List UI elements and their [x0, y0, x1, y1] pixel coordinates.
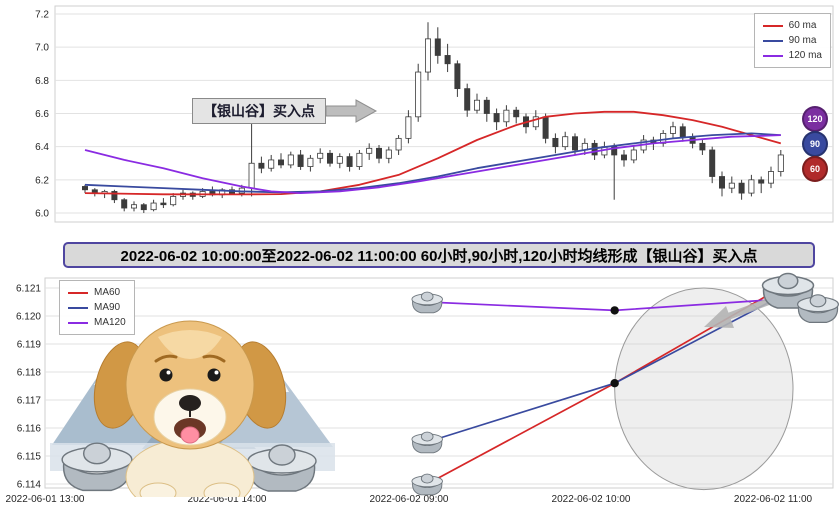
legend-item-120ma: 120 ma [762, 48, 822, 63]
svg-text:6.116: 6.116 [17, 424, 42, 435]
svg-text:6.119: 6.119 [17, 340, 42, 351]
svg-text:6.2: 6.2 [35, 175, 49, 186]
silver-ingot-icon [411, 473, 443, 496]
bottom-ma-line-chart: 6.114 6.115 6.116 6.117 6.118 6.119 6.120 6.121… [6, 272, 839, 505]
legend-label: MA90 [94, 302, 121, 313]
silver-ingot-icon [761, 272, 815, 309]
svg-text:2022-06-01 13:00: 2022-06-01 13:00 [6, 494, 85, 505]
legend-item-60ma: 60 ma [762, 18, 822, 33]
svg-text:6.120: 6.120 [16, 312, 41, 323]
dog-mascot-illustration [50, 320, 335, 497]
svg-text:6.121: 6.121 [16, 284, 41, 295]
90ma-line-swatch [762, 39, 783, 42]
svg-text:6.6: 6.6 [35, 109, 49, 120]
legend-label: 90 ma [788, 35, 817, 46]
legend-item-ma90: MA90 [68, 300, 126, 315]
svg-text:6.115: 6.115 [17, 452, 42, 463]
top-candlestick-chart: 6.0 6.2 6.4 6.6 6.8 7.0 7.2 [35, 5, 834, 223]
svg-text:6.118: 6.118 [17, 368, 42, 379]
legend-item-ma120: MA120 [68, 315, 126, 330]
svg-text:2022-06-02 10:00: 2022-06-02 10:00 [552, 494, 631, 505]
legend-label: 120 ma [788, 50, 822, 61]
silver-ingot-icon [797, 294, 839, 324]
svg-text:2022-06-01 14:00: 2022-06-01 14:00 [188, 494, 267, 505]
silver-ingot-icon [61, 442, 133, 492]
dog-illustration [93, 320, 287, 497]
svg-text:7.0: 7.0 [35, 43, 49, 54]
svg-text:6.8: 6.8 [35, 76, 49, 87]
legend-item-ma60: MA60 [68, 285, 126, 300]
svg-text:6.114: 6.114 [17, 480, 42, 491]
legend-item-90ma: 90 ma [762, 33, 822, 48]
ma60-badge: 60 [802, 156, 828, 182]
ma120-badge: 120 [802, 106, 828, 132]
svg-text:6.0: 6.0 [35, 209, 49, 220]
ma-line-90ma [84, 132, 781, 194]
legend-label: MA60 [94, 287, 121, 298]
svg-text:6.4: 6.4 [35, 142, 49, 153]
top-gridlines-and-axis: 6.0 6.2 6.4 6.6 6.8 7.0 7.2 [35, 5, 834, 223]
right-arrow-icon [326, 99, 378, 123]
crossover-point-marker [610, 306, 619, 315]
ma-line-120ma [84, 134, 781, 194]
ma-line-60ma [84, 110, 782, 196]
120ma-line-swatch [762, 54, 783, 57]
x-axis-labels: 2022-06-01 13:00 2022-06-01 14:00 2022-06-… [6, 494, 813, 505]
svg-text:6.117: 6.117 [17, 396, 42, 407]
ma90-line-swatch [68, 306, 88, 309]
legend-label: MA120 [94, 317, 126, 328]
silver-ingot-icon [411, 291, 443, 314]
event-banner: 2022-06-02 10:00:00至2022-06-02 11:00:00 … [63, 242, 815, 268]
buy-point-label: 【银山谷】买入点 [192, 98, 326, 124]
silver-ingot-icon [247, 444, 317, 492]
silver-ingot-icon [411, 431, 443, 454]
crossover-point-marker [610, 379, 619, 388]
ma120-line-swatch [68, 321, 88, 324]
buy-point-annotation: 【银山谷】买入点 [192, 98, 378, 124]
ma90-badge: 90 [802, 131, 828, 157]
top-chart-legend: 60 ma 90 ma 120 ma [753, 13, 831, 68]
ma60-line-swatch [68, 291, 88, 294]
legend-label: 60 ma [788, 20, 817, 31]
60ma-line-swatch [762, 24, 783, 27]
svg-text:7.2: 7.2 [35, 10, 49, 21]
svg-text:2022-06-02 09:00: 2022-06-02 09:00 [370, 494, 449, 505]
bottom-chart-legend: MA60 MA90 MA120 [59, 280, 135, 335]
svg-text:2022-06-02 11:00: 2022-06-02 11:00 [734, 494, 813, 505]
highlight-ellipse [614, 287, 794, 491]
